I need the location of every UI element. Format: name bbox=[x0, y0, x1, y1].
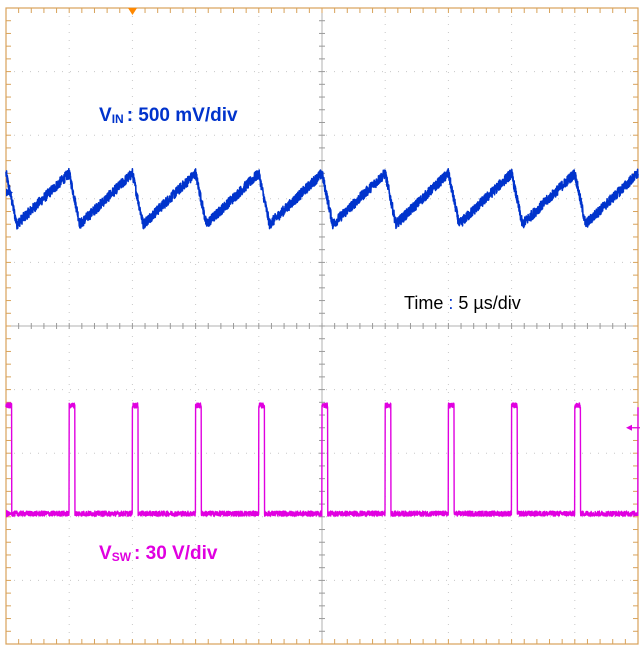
vin-label-sub: IN bbox=[112, 112, 124, 126]
time-label-value: 5 µs/div bbox=[458, 293, 520, 313]
vin-scale-label: VIN: 500 mV/div bbox=[99, 105, 238, 126]
ch1-ground-marker bbox=[6, 188, 13, 197]
trigger-marker bbox=[128, 8, 137, 15]
graticule bbox=[5, 7, 640, 645]
vsw-label-main: V bbox=[99, 543, 112, 564]
plot-frame bbox=[5, 7, 639, 645]
time-label-prefix: Time bbox=[404, 293, 443, 313]
vsw-label-rest: : 30 V/div bbox=[134, 543, 218, 564]
ch2-ground-marker bbox=[6, 509, 13, 518]
time-scale-label: Time:5 µs/div bbox=[404, 293, 521, 313]
vsw-trace bbox=[5, 402, 639, 517]
vsw-scale-label: VSW: 30 V/div bbox=[99, 543, 218, 564]
vin-label-main: V bbox=[99, 105, 112, 126]
time-label-sep: : bbox=[448, 293, 453, 313]
vin-trace bbox=[5, 167, 639, 230]
trigger-level-marker bbox=[626, 424, 632, 431]
vin-label-rest: : 500 mV/div bbox=[127, 105, 238, 126]
channel-markers bbox=[6, 8, 632, 518]
vsw-label-sub: SW bbox=[112, 550, 132, 564]
